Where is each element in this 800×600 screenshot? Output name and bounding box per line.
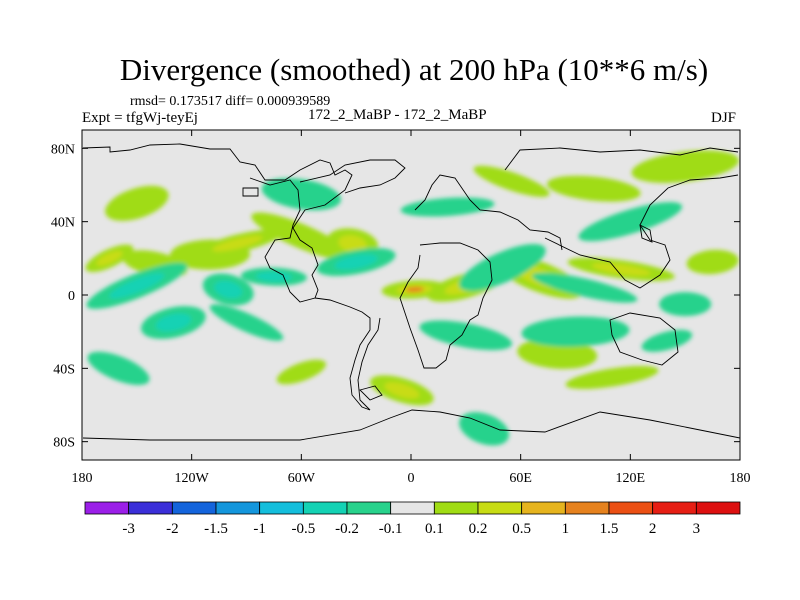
comparison-label: 172_2_MaBP - 172_2_MaBP — [308, 107, 487, 123]
colorbar-label: 0.5 — [512, 521, 531, 537]
field-feature-outer — [459, 412, 510, 446]
colorbar-swatch — [84, 501, 130, 515]
colorbar-swatch — [171, 501, 217, 515]
colorbar-swatch — [652, 501, 697, 515]
x-tick-label: 120W — [175, 471, 210, 486]
australia-coast — [609, 312, 679, 366]
chart-title: Divergence (smoothed) at 200 hPa (10**6 … — [119, 52, 709, 87]
y-tick-label: 0 — [68, 289, 75, 304]
colorbar-label: 0.2 — [469, 521, 488, 537]
field-feature-outer — [209, 304, 284, 341]
x-tick-label: 180 — [730, 471, 751, 486]
colorbar-label: -0.5 — [291, 521, 315, 537]
field-feature-inner — [96, 250, 123, 266]
y-tick-label: 80S — [53, 436, 75, 451]
field-feature-outer — [521, 316, 630, 347]
y-tick-label: 40N — [51, 216, 75, 231]
stats-line: rmsd= 0.173517 diff= 0.000939589 — [130, 94, 331, 109]
field-feature-inner — [255, 271, 293, 282]
field-feature-inner — [109, 273, 165, 299]
field-feature-outer — [400, 197, 495, 217]
colorbar-label: -2 — [166, 521, 179, 537]
colorbar: -3 -2 -1.5 -1 -0.5 -0.2 -0.1 0.1 0.2 0.5 1 1.5 2 3 — [84, 501, 741, 537]
x-tick-label: 0 — [408, 471, 415, 486]
field-feature-outer — [105, 185, 169, 221]
field-feature-outer — [276, 359, 326, 385]
x-tick-label: 60E — [509, 471, 532, 486]
islands-coast — [242, 187, 653, 401]
greenland-coast — [299, 159, 406, 194]
colorbar-label: -3 — [122, 521, 135, 537]
experiment-label: Expt = tfgWj-teyEj — [82, 110, 198, 126]
field-feature-core — [405, 286, 424, 293]
colorbar-swatch — [477, 501, 523, 515]
field-feature-outer — [631, 150, 739, 183]
x-tick-label: 120E — [616, 471, 646, 486]
colorbar-label: 2 — [649, 521, 657, 537]
colorbar-swatch — [608, 501, 654, 515]
colorbar-label: -1.5 — [204, 521, 228, 537]
colorbar-label: -1 — [253, 521, 266, 537]
field-feature-inner — [214, 280, 243, 299]
x-tick-label: 60W — [288, 471, 316, 486]
x-tick-label: 180 — [72, 471, 93, 486]
divergence-field — [85, 150, 739, 446]
field-feature-outer — [686, 249, 739, 275]
south-america-coast — [314, 297, 381, 411]
field-feature-inner — [591, 262, 651, 276]
field-feature-inner — [334, 254, 378, 270]
field-feature-outer — [659, 292, 712, 317]
field-feature-inner — [212, 235, 263, 252]
colorbar-swatch — [302, 501, 348, 515]
colorbar-label: 1 — [562, 521, 570, 537]
colorbar-swatch — [433, 501, 479, 515]
europe-coast — [414, 174, 563, 251]
colorbar-swatch — [564, 501, 610, 515]
field-feature-outer — [419, 320, 513, 351]
antarctica-coast — [82, 409, 740, 441]
field-feature-outer — [547, 175, 641, 202]
field-feature-inner — [384, 382, 420, 399]
asia-coast — [504, 147, 739, 289]
y-tick-label: 80N — [51, 142, 75, 157]
colorbar-swatch — [215, 501, 261, 515]
y-tick-label: 40S — [53, 362, 75, 377]
field-feature-outer — [87, 351, 150, 385]
colorbar-swatch — [521, 501, 566, 515]
africa-coast — [399, 242, 493, 369]
colorbar-swatch — [695, 501, 741, 515]
colorbar-swatch — [128, 501, 173, 515]
colorbar-swatch — [390, 501, 435, 515]
colorbar-label: 0.1 — [425, 521, 444, 537]
field-feature-outer — [531, 272, 638, 303]
axis-ticks: 180 120W 60W 0 60E 120E 180 80N 40N 0 40S 80S — [51, 130, 751, 486]
colorbar-swatch — [346, 501, 392, 515]
colorbar-label: -0.2 — [335, 521, 359, 537]
field-feature-outer — [261, 178, 341, 211]
north-america-coast — [82, 143, 353, 303]
field-feature-inner — [338, 235, 367, 253]
field-feature-outer — [251, 212, 352, 261]
coastlines — [82, 143, 740, 441]
field-feature-outer — [473, 165, 550, 197]
colorbar-swatch — [259, 501, 304, 515]
colorbar-label: 1.5 — [600, 521, 619, 537]
field-feature-outer — [641, 329, 693, 352]
field-feature-outer — [565, 365, 659, 390]
field-feature-outer — [459, 243, 546, 292]
colorbar-label: 3 — [693, 521, 701, 537]
colorbar-label: -0.1 — [379, 521, 403, 537]
field-feature-inner — [155, 313, 192, 332]
season-label: DJF — [711, 110, 737, 126]
field-feature-outer — [578, 202, 683, 242]
